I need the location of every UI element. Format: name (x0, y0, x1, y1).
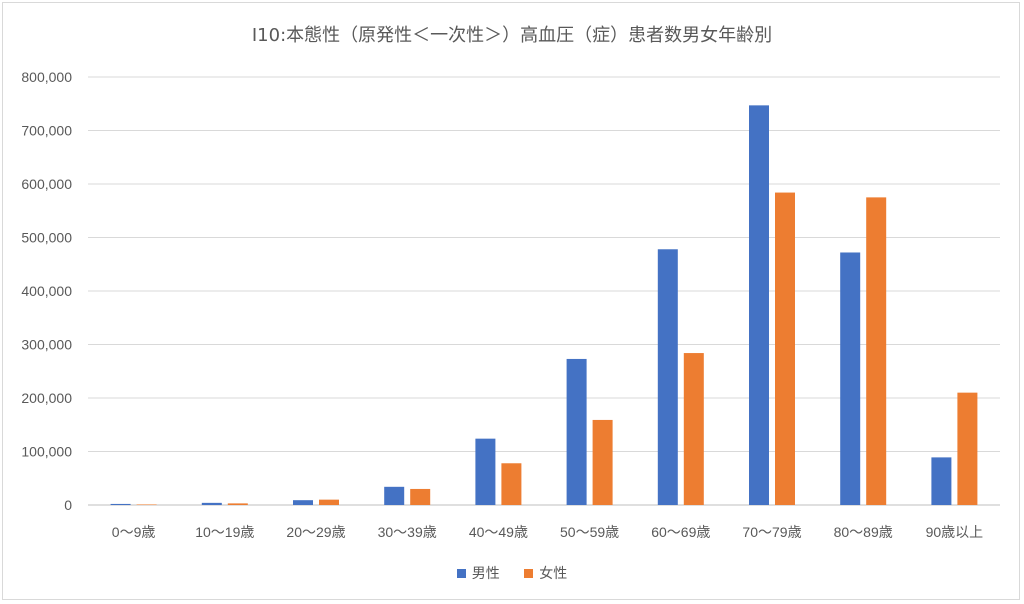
bar (475, 438, 496, 505)
bar (592, 419, 613, 505)
bar (384, 486, 405, 505)
bar (110, 503, 131, 505)
x-tick-label: 50〜59歳 (560, 524, 619, 540)
chart-title: I10:本態性（原発性＜一次性＞）高血圧（症）患者数男女年齢別 (251, 25, 773, 46)
bar (866, 197, 887, 505)
bar (319, 499, 339, 505)
bar (840, 252, 861, 505)
y-tick-label: 300,000 (21, 337, 72, 353)
legend-item-female: 女性 (524, 563, 567, 583)
x-tick-label: 90歳以上 (926, 524, 984, 540)
y-tick-label: 400,000 (21, 283, 72, 299)
bar (749, 105, 769, 505)
y-tick-label: 0 (64, 497, 72, 513)
x-tick-label: 60〜69歳 (651, 524, 710, 540)
x-tick-label: 10〜19歳 (195, 524, 254, 540)
bar (957, 392, 978, 505)
x-tick-label: 20〜29歳 (286, 524, 345, 540)
y-tick-label: 500,000 (21, 230, 72, 246)
legend-item-male: 男性 (456, 563, 500, 583)
bar (775, 192, 795, 505)
bar (136, 504, 157, 505)
y-tick-label: 600,000 (21, 176, 72, 192)
x-tick-label: 70〜79歳 (742, 524, 801, 540)
y-tick-label: 100,000 (21, 444, 72, 460)
legend-label-female: 女性 (539, 566, 568, 582)
y-tick-label: 700,000 (21, 123, 72, 139)
y-tick-label: 800,000 (21, 69, 72, 85)
bar (683, 353, 704, 505)
x-tick-label: 80〜89歳 (834, 524, 893, 540)
legend-swatch-female (524, 568, 534, 578)
bar (201, 502, 222, 505)
x-tick-label: 0〜9歳 (112, 524, 156, 540)
y-tick-label: 200,000 (21, 390, 72, 406)
bar (657, 249, 678, 505)
bar (227, 503, 248, 505)
bar (293, 500, 313, 505)
legend: 男性 女性 (0, 563, 1024, 583)
x-tick-label: 30〜39歳 (378, 524, 437, 540)
x-tick-label: 40〜49歳 (469, 524, 528, 540)
bar (410, 488, 431, 505)
bar (501, 463, 522, 505)
bar (566, 358, 587, 505)
bar (931, 457, 952, 505)
legend-label-male: 男性 (471, 566, 500, 582)
legend-swatch-male (456, 568, 466, 578)
